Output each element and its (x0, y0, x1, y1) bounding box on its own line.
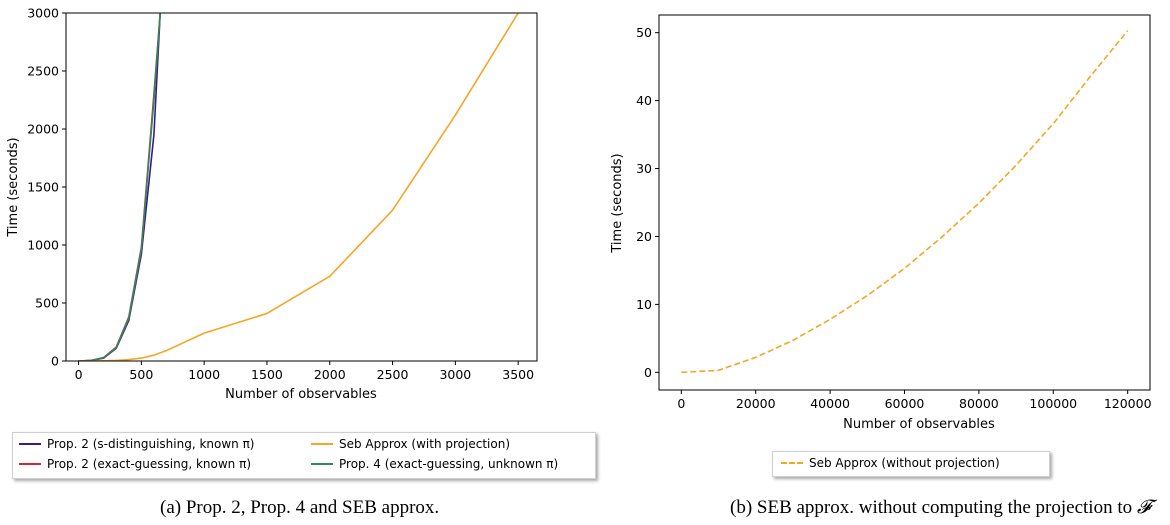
legend-label: Prop. 4 (exact-guessing, unknown π) (339, 457, 559, 471)
chart-a-ticks: 0 500 1000 1500 2000 2500 3000 3500 0 500 1000 1500… (27, 6, 534, 383)
chart-a-xtick-label: 3500 (502, 367, 534, 382)
legend-b: Seb Approx (without projection) (772, 451, 1050, 477)
caption-b-symbol: 𝓕 (1136, 497, 1151, 518)
chart-a-ytick-label: 3000 (27, 6, 59, 21)
chart-b-xtick-label: 60000 (885, 396, 925, 411)
chart-b: 0 20000 40000 60000 80000 100000 120000 0 10 20 30… (610, 14, 1152, 432)
chart-b-ytick-label: 10 (636, 297, 652, 312)
chart-a-xtick-label: 1500 (251, 367, 283, 382)
chart-b-series (681, 30, 1129, 374)
chart-b-frame (658, 14, 1151, 391)
chart-a-xtick-label: 3000 (439, 367, 471, 382)
chart-a-ytick-label: 2500 (27, 64, 59, 79)
caption-b-text: (b) SEB approx. without computing the pr… (730, 497, 1133, 518)
chart-a-series-line-0 (78, 13, 162, 361)
chart-a-ytick-label: 1000 (27, 238, 59, 253)
legend-label: Prop. 2 (s-distinguishing, known π) (47, 437, 255, 451)
chart-b-ytick-label: 40 (636, 93, 652, 108)
chart-a-xtick-label: 500 (129, 367, 153, 382)
chart-a-ytick-label: 0 (51, 354, 59, 369)
legend-a-item-seb: Seb Approx (with projection) (311, 437, 510, 451)
legend-a-item-prop4: Prop. 4 (exact-guessing, unknown π) (311, 457, 558, 471)
chart-a-xtick-label: 2500 (377, 367, 409, 382)
legend-label: Seb Approx (with projection) (339, 437, 510, 451)
legend-swatch (311, 443, 333, 445)
chart-b-ylabel: Time (seconds) (610, 153, 625, 253)
chart-b-xtick-label: 80000 (959, 396, 999, 411)
legend-swatch (311, 463, 333, 465)
legend-swatch (19, 443, 41, 445)
chart-b-ytick-label: 30 (636, 161, 652, 176)
legend-a-item-prop2-exact: Prop. 2 (exact-guessing, known π) (19, 457, 251, 471)
caption-a: (a) Prop. 2, Prop. 4 and SEB approx. (160, 497, 440, 518)
legend-a: Prop. 2 (s-distinguishing, known π) Seb … (12, 432, 596, 479)
chart-a-xlabel: Number of observables (225, 387, 377, 402)
legend-a-item-prop2-s: Prop. 2 (s-distinguishing, known π) (19, 437, 254, 451)
chart-a-frame (65, 12, 538, 362)
chart-b-ytick-label: 20 (636, 229, 652, 244)
chart-a-xtick-label: 1000 (188, 367, 220, 382)
chart-b-xtick-label: 120000 (1104, 396, 1152, 411)
chart-b-xtick-label: 0 (677, 396, 685, 411)
chart-a-xtick-label: 0 (75, 367, 83, 382)
chart-b-xtick-label: 100000 (1029, 396, 1077, 411)
chart-b-xtick-label: 20000 (736, 396, 776, 411)
chart-a-ytick-label: 1500 (27, 180, 59, 195)
chart-a-series-line-2 (78, 13, 161, 361)
chart-b-xlabel: Number of observables (843, 417, 995, 432)
chart-a-ylabel: Time (seconds) (6, 137, 21, 237)
legend-b-item-seb: Seb Approx (without projection) (781, 456, 1000, 470)
chart-b-ytick-label: 0 (644, 365, 652, 380)
legend-swatch (781, 462, 803, 464)
caption-b: (b) SEB approx. without computing the pr… (730, 497, 1151, 519)
chart-a-series (78, 13, 519, 361)
chart-a-ytick-label: 2000 (27, 122, 59, 137)
chart-b-ticks: 0 20000 40000 60000 80000 100000 120000 0 10 20 30… (636, 25, 1151, 411)
chart-b-ytick-label: 50 (636, 25, 652, 40)
legend-swatch (19, 463, 41, 465)
chart-a-xtick-label: 2000 (314, 367, 346, 382)
chart-a-ytick-label: 500 (35, 296, 59, 311)
legend-label: Seb Approx (without projection) (809, 456, 1000, 470)
chart-a-series-line-3 (78, 13, 519, 361)
legend-label: Prop. 2 (exact-guessing, known π) (47, 457, 252, 471)
chart-b-series-line-0 (681, 30, 1129, 374)
chart-a: 0 500 1000 1500 2000 2500 3000 3500 0 500 1000 1500… (6, 6, 538, 402)
chart-b-xtick-label: 40000 (810, 396, 850, 411)
